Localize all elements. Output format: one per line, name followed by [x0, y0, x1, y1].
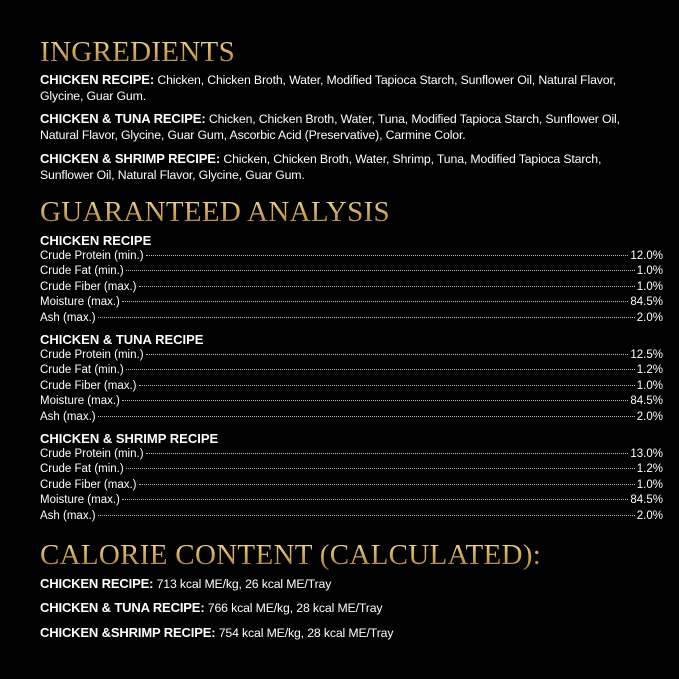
recipe-label: CHICKEN &SHRIMP RECIPE:	[40, 625, 216, 640]
recipe-label: CHICKEN & TUNA RECIPE:	[40, 600, 205, 615]
ingredient-text: Chicken, Chicken Broth, Water, Shrimp, T…	[40, 152, 602, 182]
calorie-heading: CALORIE CONTENT (CALCULATED):	[40, 539, 542, 571]
analysis-recipe-name: CHICKEN & TUNA RECIPE	[40, 332, 204, 347]
recipe-label: CHICKEN RECIPE:	[40, 576, 154, 591]
ingredient-chicken-shrimp: CHICKEN & SHRIMP RECIPE: Chicken, Chicke…	[40, 151, 640, 183]
nutrient-value: 1.2%	[636, 463, 663, 476]
ingredient-text: Chicken, Chicken Broth, Water, Modified …	[40, 73, 617, 103]
nutrient-value: 2.0%	[636, 311, 663, 324]
nutrient-value: 13.0%	[630, 448, 663, 460]
analysis-rows: Crude Protein (min.) 12.5% Crude Fat (min.…	[40, 348, 663, 425]
nutrient-value: 84.5%	[630, 296, 663, 309]
nutrient-label: Moisture (max.)	[40, 494, 120, 507]
analysis-row: Ash (max.) 2.0%	[40, 311, 663, 326]
nutrient-value: 1.0%	[636, 265, 663, 278]
analysis-row: Crude Fiber (max.) 1.0%	[40, 379, 663, 394]
nutrient-label: Ash (max.)	[40, 509, 96, 522]
nutrient-value: 2.0%	[636, 410, 663, 423]
analysis-row: Ash (max.) 2.0%	[40, 509, 663, 524]
nutrient-value: 1.0%	[636, 379, 663, 392]
ingredient-chicken-tuna: CHICKEN & TUNA RECIPE: Chicken, Chicken …	[40, 111, 640, 143]
analysis-row: Crude Protein (min.) 12.5%	[40, 348, 663, 363]
dot-leader	[97, 415, 635, 417]
calorie-text: 713 kcal ME/kg, 26 kcal ME/Tray	[153, 577, 332, 591]
ingredient-chicken: CHICKEN RECIPE: Chicken, Chicken Broth, …	[40, 72, 640, 104]
dot-leader	[125, 468, 635, 470]
calorie-text: 766 kcal ME/kg, 28 kcal ME/Tray	[204, 601, 383, 615]
ingredient-text: Chicken, Chicken Broth, Water, Tuna, Mod…	[40, 112, 620, 142]
nutrient-label: Crude Fiber (max.)	[40, 478, 137, 491]
nutrient-value: 84.5%	[630, 395, 663, 408]
nutrient-label: Crude Fat (min.)	[40, 364, 124, 377]
recipe-label: CHICKEN & SHRIMP RECIPE:	[40, 151, 221, 166]
analysis-row: Moisture (max.) 84.5%	[40, 394, 663, 409]
nutrient-label: Ash (max.)	[40, 410, 96, 423]
nutrient-value: 1.0%	[636, 478, 663, 491]
nutrient-label: Crude Fiber (max.)	[40, 379, 137, 392]
dot-leader	[121, 400, 629, 402]
recipe-label: CHICKEN RECIPE:	[40, 72, 155, 87]
ingredients-heading: INGREDIENTS	[40, 36, 236, 68]
dot-leader	[97, 316, 635, 318]
calorie-chicken-shrimp: CHICKEN &SHRIMP RECIPE: 754 kcal ME/kg, …	[40, 625, 394, 640]
analysis-row: Crude Fiber (max.) 1.0%	[40, 280, 663, 295]
nutrient-label: Moisture (max.)	[40, 296, 120, 309]
dot-leader	[138, 285, 635, 287]
calorie-text: 754 kcal ME/kg, 28 kcal ME/Tray	[215, 626, 394, 640]
calorie-chicken: CHICKEN RECIPE: 713 kcal ME/kg, 26 kcal …	[40, 576, 331, 591]
nutrient-label: Crude Protein (min.)	[40, 250, 144, 262]
dot-leader	[121, 499, 629, 501]
nutrient-label: Crude Protein (min.)	[40, 349, 144, 361]
analysis-rows: Crude Protein (min.) 13.0% Crude Fat (min.…	[40, 447, 663, 524]
nutrient-value: 2.0%	[636, 509, 663, 522]
calorie-chicken-tuna: CHICKEN & TUNA RECIPE: 766 kcal ME/kg, 2…	[40, 600, 383, 615]
analysis-heading: GUARANTEED ANALYSIS	[40, 196, 390, 228]
analysis-row: Moisture (max.) 84.5%	[40, 493, 663, 508]
dot-leader	[125, 369, 635, 371]
nutrient-value: 84.5%	[630, 494, 663, 507]
nutrient-value: 12.0%	[630, 250, 663, 262]
analysis-row: Ash (max.) 2.0%	[40, 410, 663, 425]
analysis-row: Crude Protein (min.) 13.0%	[40, 447, 663, 462]
dot-leader	[121, 301, 629, 303]
nutrient-label: Crude Fat (min.)	[40, 463, 124, 476]
nutrient-label: Ash (max.)	[40, 311, 96, 324]
analysis-rows: Crude Protein (min.) 12.0% Crude Fat (min.…	[40, 249, 663, 326]
analysis-recipe-name: CHICKEN RECIPE	[40, 233, 152, 248]
dot-leader	[97, 514, 635, 516]
dot-leader	[145, 255, 629, 256]
analysis-recipe-name: CHICKEN & SHRIMP RECIPE	[40, 431, 219, 446]
dot-leader	[138, 483, 635, 485]
dot-leader	[145, 354, 629, 355]
analysis-row: Crude Protein (min.) 12.0%	[40, 249, 663, 264]
nutrient-value: 12.5%	[630, 349, 663, 361]
analysis-row: Crude Fat (min.) 1.2%	[40, 462, 663, 477]
nutrient-label: Crude Protein (min.)	[40, 448, 144, 460]
nutrient-label: Crude Fat (min.)	[40, 265, 124, 278]
dot-leader	[145, 453, 629, 454]
analysis-row: Crude Fiber (max.) 1.0%	[40, 478, 663, 493]
nutrient-value: 1.2%	[636, 364, 663, 377]
analysis-row: Crude Fat (min.) 1.0%	[40, 264, 663, 279]
nutrient-label: Moisture (max.)	[40, 395, 120, 408]
analysis-row: Moisture (max.) 84.5%	[40, 295, 663, 310]
recipe-label: CHICKEN & TUNA RECIPE:	[40, 111, 206, 126]
dot-leader	[125, 270, 635, 272]
analysis-row: Crude Fat (min.) 1.2%	[40, 363, 663, 378]
nutrient-value: 1.0%	[636, 280, 663, 293]
dot-leader	[138, 384, 635, 386]
nutrient-label: Crude Fiber (max.)	[40, 280, 137, 293]
